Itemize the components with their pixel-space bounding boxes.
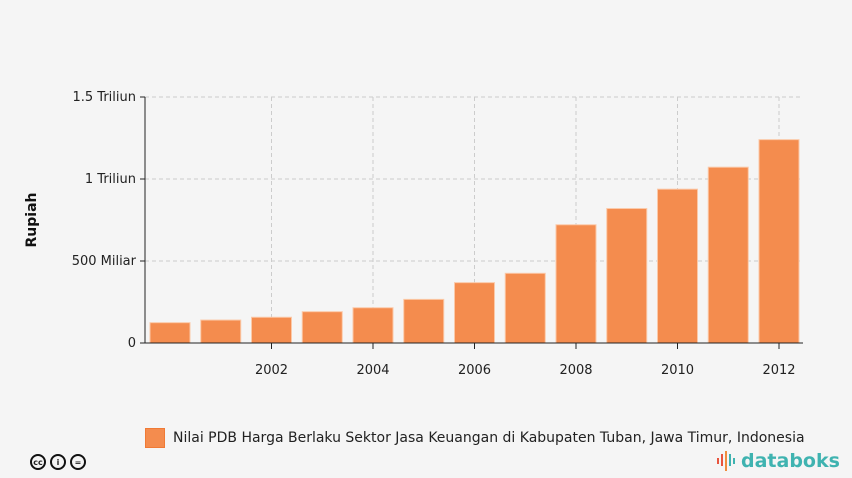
databoks-logo: databoks (716, 450, 840, 472)
bar-2006 (454, 282, 495, 344)
y-axis-label: Rupiah (24, 193, 40, 248)
x-tick-label: 2012 (762, 363, 795, 378)
bar-2003 (301, 311, 343, 344)
by-icon: i (50, 454, 66, 470)
y-tick-label: 0 (128, 336, 136, 351)
y-tick-label: 500 Miliar (72, 254, 137, 269)
x-tick-label: 2004 (356, 363, 389, 378)
x-tick-label: 2002 (255, 363, 288, 378)
bar-2007 (504, 272, 546, 344)
cc-icon: cc (30, 454, 46, 470)
x-tick-label: 2008 (559, 363, 592, 378)
bar-2010 (657, 188, 698, 344)
x-tick-label: 2010 (661, 363, 694, 378)
nd-icon: = (70, 454, 86, 470)
brand-name: databoks (741, 450, 840, 472)
bar-2011 (707, 166, 749, 344)
bar-2012 (758, 139, 800, 344)
legend-swatch (145, 428, 165, 448)
bar-2001 (200, 319, 242, 344)
databoks-logo-icon (717, 451, 735, 471)
bar-chart: 0 500 Miliar 1 Triliun 1.5 Triliun 2002 2004 2… (24, 90, 803, 378)
bar-2009 (606, 208, 648, 344)
legend: Nilai PDB Harga Berlaku Sektor Jasa Keua… (145, 428, 852, 448)
bar-2004 (352, 307, 394, 344)
bar-2000 (149, 322, 191, 344)
y-tick-label: 1.5 Triliun (73, 90, 137, 105)
y-tick-label: 1 Triliun (85, 172, 136, 187)
bar-2005 (403, 298, 445, 344)
x-tick-label: 2006 (458, 363, 491, 378)
bar-2008 (555, 224, 597, 344)
bar-2002 (251, 316, 292, 344)
legend-label: Nilai PDB Harga Berlaku Sektor Jasa Keua… (173, 430, 805, 446)
license-icons: cc i = (30, 454, 86, 470)
